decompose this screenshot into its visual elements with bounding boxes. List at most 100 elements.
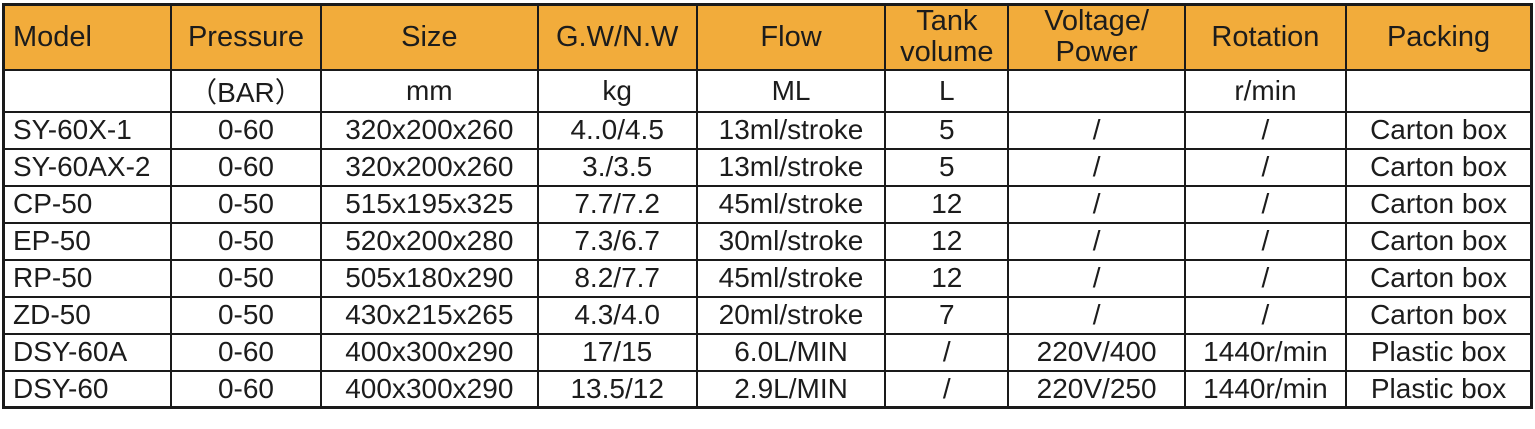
- unit-flow: ML: [695, 68, 887, 113]
- unit-gw-nw: kg: [536, 68, 698, 113]
- table-row: SY-60X-1 0-60 320x200x260 4..0/4.5 13ml/…: [2, 110, 1533, 150]
- cell-voltage-power: /: [1007, 147, 1186, 187]
- cell-flow: 45ml/stroke: [695, 184, 887, 224]
- cell-size: 515x195x325: [320, 184, 539, 224]
- cell-gw-nw: 17/15: [536, 332, 698, 372]
- cell-size: 400x300x290: [320, 369, 539, 409]
- cell-voltage-power: /: [1007, 184, 1186, 224]
- cell-model: ZD-50: [2, 295, 172, 335]
- cell-tank-volume: /: [884, 369, 1010, 409]
- cell-tank-volume: 12: [884, 258, 1010, 298]
- table-row: SY-60AX-2 0-60 320x200x260 3./3.5 13ml/s…: [2, 147, 1533, 187]
- cell-rotation: /: [1183, 110, 1348, 150]
- cell-model: DSY-60A: [2, 332, 172, 372]
- cell-size: 320x200x260: [320, 110, 539, 150]
- cell-size: 505x180x290: [320, 258, 539, 298]
- cell-voltage-power: /: [1007, 295, 1186, 335]
- units-row: （BAR） mm kg ML L r/min: [2, 68, 1533, 113]
- cell-flow: 45ml/stroke: [695, 258, 887, 298]
- cell-tank-volume: 12: [884, 184, 1010, 224]
- cell-rotation: /: [1183, 295, 1348, 335]
- cell-packing: Carton box: [1345, 110, 1533, 150]
- cell-pressure: 0-50: [169, 221, 323, 261]
- cell-rotation: /: [1183, 221, 1348, 261]
- product-spec-table: Model Pressure Size G.W/N.W Flow Tank vo…: [2, 3, 1533, 410]
- unit-pressure: （BAR）: [169, 68, 323, 113]
- cell-model: EP-50: [2, 221, 172, 261]
- cell-pressure: 0-60: [169, 110, 323, 150]
- cell-gw-nw: 3./3.5: [536, 147, 698, 187]
- cell-rotation: /: [1183, 147, 1348, 187]
- cell-packing: Carton box: [1345, 184, 1533, 224]
- cell-packing: Carton box: [1345, 221, 1533, 261]
- col-header-pressure: Pressure: [169, 3, 323, 71]
- col-header-packing: Packing: [1345, 3, 1533, 71]
- cell-model: SY-60X-1: [2, 110, 172, 150]
- cell-voltage-power: /: [1007, 110, 1186, 150]
- cell-flow: 20ml/stroke: [695, 295, 887, 335]
- cell-size: 430x215x265: [320, 295, 539, 335]
- cell-tank-volume: /: [884, 332, 1010, 372]
- unit-packing: [1345, 68, 1533, 113]
- cell-pressure: 0-60: [169, 369, 323, 409]
- cell-voltage-power: /: [1007, 221, 1186, 261]
- cell-size: 520x200x280: [320, 221, 539, 261]
- table-row: DSY-60A 0-60 400x300x290 17/15 6.0L/MIN …: [2, 332, 1533, 372]
- col-header-rotation: Rotation: [1183, 3, 1348, 71]
- cell-packing: Carton box: [1345, 147, 1533, 187]
- cell-flow: 2.9L/MIN: [695, 369, 887, 409]
- cell-size: 320x200x260: [320, 147, 539, 187]
- header-row: Model Pressure Size G.W/N.W Flow Tank vo…: [2, 3, 1533, 71]
- cell-size: 400x300x290: [320, 332, 539, 372]
- cell-packing: Carton box: [1345, 295, 1533, 335]
- cell-gw-nw: 4..0/4.5: [536, 110, 698, 150]
- cell-gw-nw: 13.5/12: [536, 369, 698, 409]
- cell-voltage-power: /: [1007, 258, 1186, 298]
- unit-voltage-power: [1007, 68, 1186, 113]
- unit-model: [2, 68, 172, 113]
- col-header-gw-nw: G.W/N.W: [536, 3, 698, 71]
- col-header-model: Model: [2, 3, 172, 71]
- cell-pressure: 0-60: [169, 147, 323, 187]
- cell-model: RP-50: [2, 258, 172, 298]
- col-header-voltage-power: Voltage/ Power: [1007, 3, 1186, 71]
- cell-rotation: 1440r/min: [1183, 332, 1348, 372]
- col-header-size: Size: [320, 3, 539, 71]
- cell-gw-nw: 7.7/7.2: [536, 184, 698, 224]
- cell-pressure: 0-50: [169, 258, 323, 298]
- cell-tank-volume: 12: [884, 221, 1010, 261]
- cell-pressure: 0-50: [169, 295, 323, 335]
- cell-packing: Plastic box: [1345, 369, 1533, 409]
- cell-flow: 6.0L/MIN: [695, 332, 887, 372]
- table-row: EP-50 0-50 520x200x280 7.3/6.7 30ml/stro…: [2, 221, 1533, 261]
- cell-tank-volume: 7: [884, 295, 1010, 335]
- cell-voltage-power: 220V/400: [1007, 332, 1186, 372]
- table-row: CP-50 0-50 515x195x325 7.7/7.2 45ml/stro…: [2, 184, 1533, 224]
- cell-tank-volume: 5: [884, 110, 1010, 150]
- col-header-flow: Flow: [695, 3, 887, 71]
- cell-packing: Carton box: [1345, 258, 1533, 298]
- unit-tank-volume: L: [884, 68, 1010, 113]
- cell-pressure: 0-50: [169, 184, 323, 224]
- cell-flow: 13ml/stroke: [695, 147, 887, 187]
- cell-gw-nw: 7.3/6.7: [536, 221, 698, 261]
- cell-tank-volume: 5: [884, 147, 1010, 187]
- cell-gw-nw: 4.3/4.0: [536, 295, 698, 335]
- table-row: RP-50 0-50 505x180x290 8.2/7.7 45ml/stro…: [2, 258, 1533, 298]
- cell-packing: Plastic box: [1345, 332, 1533, 372]
- unit-rotation: r/min: [1183, 68, 1348, 113]
- table-row: ZD-50 0-50 430x215x265 4.3/4.0 20ml/stro…: [2, 295, 1533, 335]
- cell-rotation: /: [1183, 184, 1348, 224]
- table-row: DSY-60 0-60 400x300x290 13.5/12 2.9L/MIN…: [2, 369, 1533, 409]
- cell-flow: 13ml/stroke: [695, 110, 887, 150]
- cell-model: SY-60AX-2: [2, 147, 172, 187]
- cell-rotation: /: [1183, 258, 1348, 298]
- spec-table-container: Model Pressure Size G.W/N.W Flow Tank vo…: [2, 3, 1533, 410]
- cell-model: DSY-60: [2, 369, 172, 409]
- unit-size: mm: [320, 68, 539, 113]
- cell-gw-nw: 8.2/7.7: [536, 258, 698, 298]
- cell-flow: 30ml/stroke: [695, 221, 887, 261]
- cell-pressure: 0-60: [169, 332, 323, 372]
- cell-voltage-power: 220V/250: [1007, 369, 1186, 409]
- col-header-tank-volume: Tank volume: [884, 3, 1010, 71]
